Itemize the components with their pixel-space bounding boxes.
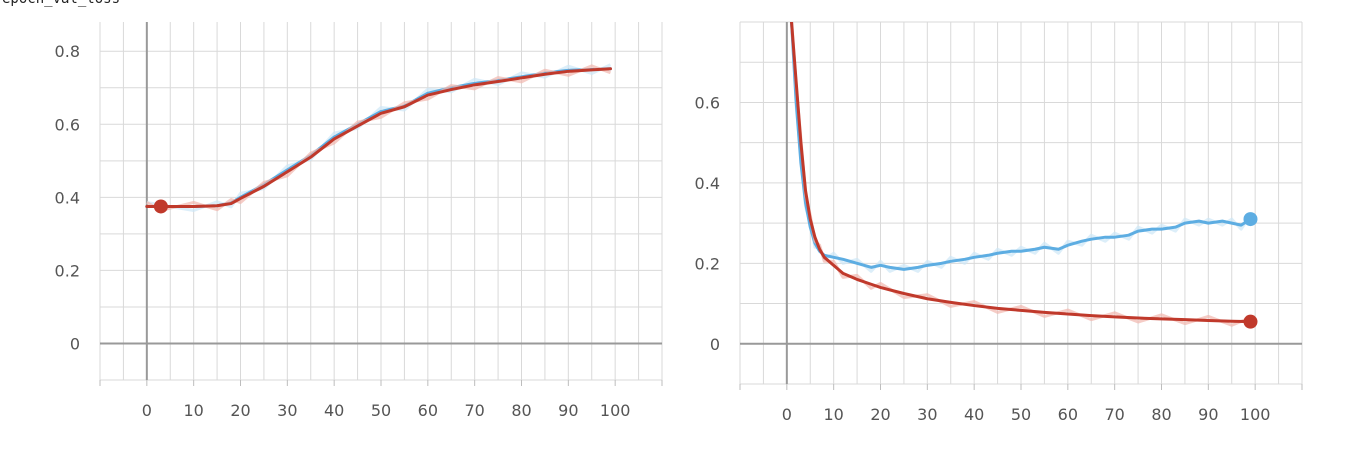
series-marker-1 (153, 199, 168, 214)
x-tick-label: 10 (183, 401, 203, 420)
y-tick-label: 0.4 (55, 188, 80, 207)
x-tick-label: 30 (277, 401, 297, 420)
x-tick-label: 40 (964, 405, 984, 424)
y-tick-label: 0 (70, 334, 80, 353)
series-raw-line-0 (146, 63, 612, 212)
y-tick-label: 0.6 (55, 115, 80, 134)
y-tick-label: 0.2 (55, 261, 80, 280)
x-tick-label: 20 (870, 405, 890, 424)
x-tick-label: 40 (324, 401, 344, 420)
x-tick-label: 100 (600, 401, 631, 420)
y-tick-label: 0.6 (695, 93, 720, 112)
x-tick-label: 80 (1151, 405, 1171, 424)
x-tick-label: 10 (823, 405, 843, 424)
x-tick-label: 80 (511, 401, 531, 420)
series-line-0 (790, 22, 1252, 271)
series-marker-1 (1243, 314, 1258, 329)
series-marker-0 (1243, 212, 1258, 227)
y-tick-label: 0.4 (695, 174, 720, 193)
x-tick-label: 0 (142, 401, 152, 420)
chart-header-label: epoch_val_loss (2, 0, 120, 7)
series-line-1 (790, 22, 1252, 324)
chart-right: 0 10 20 30 40 50 60 70 80 90 100 0 0.2 0.4 0.6 (695, 21, 1303, 424)
x-tick-label: 30 (917, 405, 937, 424)
x-tick-label: 70 (464, 401, 484, 420)
x-tick-label: 70 (1104, 405, 1124, 424)
x-tick-label: 20 (230, 401, 250, 420)
x-tick-label: 50 (1011, 405, 1031, 424)
series-line-0 (145, 67, 612, 208)
x-tick-label: 90 (1198, 405, 1218, 424)
x-tick-label: 100 (1240, 405, 1271, 424)
x-tick-label: 60 (1058, 405, 1078, 424)
series-line-1 (145, 67, 612, 208)
y-tick-label: 0.2 (695, 254, 720, 273)
x-tick-label: 50 (371, 401, 391, 420)
x-tick-label: 90 (558, 401, 578, 420)
x-tick-label: 60 (418, 401, 438, 420)
chart-left: 0 10 20 30 40 50 60 70 80 90 100 0 0.2 0.4 0.6 0.8 (55, 22, 663, 420)
y-tick-label: 0 (710, 335, 720, 354)
y-tick-label: 0.8 (55, 42, 80, 61)
x-tick-label: 0 (782, 405, 792, 424)
